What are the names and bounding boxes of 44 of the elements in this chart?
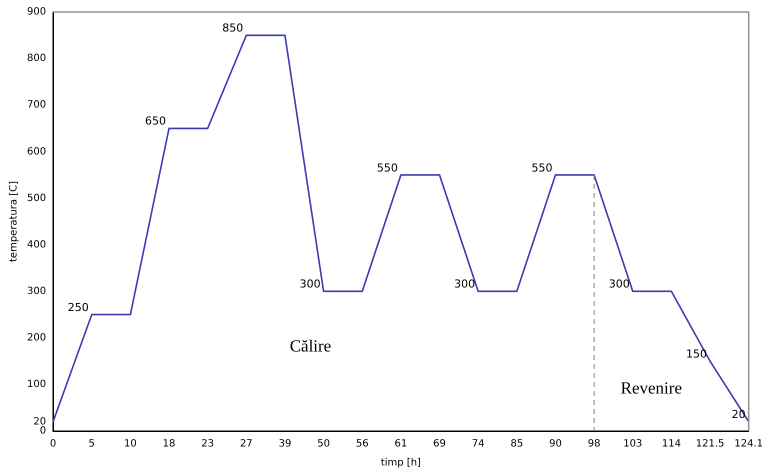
data-label: 150 <box>686 348 708 361</box>
x-tick-label: 56 <box>356 438 369 450</box>
y-tick-label: 900 <box>26 6 46 18</box>
x-tick-label: 114 <box>662 438 681 450</box>
x-tick-label: 74 <box>472 438 485 450</box>
data-label: 650 <box>145 114 166 128</box>
x-tick-label: 23 <box>201 438 214 450</box>
y-tick-label: 800 <box>26 53 46 64</box>
x-tick-label: 18 <box>162 438 176 450</box>
x-axis-title: timp [h] <box>380 458 422 469</box>
y-tick-label: 500 <box>26 192 46 204</box>
x-tick-label: 121.5 <box>696 438 724 450</box>
y-axis-title: temperatura [C] <box>8 180 20 262</box>
x-tick-label: 69 <box>433 438 446 450</box>
data-label: 300 <box>608 278 630 291</box>
annotation: Revenire <box>620 378 682 398</box>
x-tick-label: 50 <box>317 438 330 450</box>
x-tick-label: 39 <box>278 438 292 450</box>
y-tick-label: 300 <box>26 286 46 297</box>
data-label: 20 <box>732 408 746 422</box>
x-tick-label: 90 <box>549 438 562 450</box>
x-tick-label: 61 <box>394 438 408 450</box>
data-label: 850 <box>222 22 244 35</box>
y-tick-label: 400 <box>26 239 46 250</box>
x-tick-label: 5 <box>88 438 95 450</box>
x-tick-label: 124.1 <box>734 438 764 450</box>
data-label: 550 <box>531 161 552 174</box>
x-tick-label: 85 <box>510 438 524 450</box>
x-tick-label: 27 <box>240 438 253 450</box>
data-label: 300 <box>454 278 476 291</box>
x-tick-label: 0 <box>50 438 56 450</box>
y-tick-label: 20 <box>33 416 46 428</box>
data-label: 550 <box>376 161 398 174</box>
x-tick-label: 103 <box>623 438 642 450</box>
x-tick-label: 98 <box>588 438 600 450</box>
y-tick-label: 0 <box>40 426 46 437</box>
y-tick-label: 100 <box>26 379 46 390</box>
y-tick-label: 700 <box>26 100 46 111</box>
annotation: Călire <box>290 336 332 356</box>
x-tick-label: 10 <box>124 438 137 450</box>
data-label: 300 <box>300 278 321 291</box>
y-tick-label: 200 <box>26 332 46 344</box>
y-tick-label: 600 <box>26 146 46 158</box>
data-label: 250 <box>68 300 89 314</box>
